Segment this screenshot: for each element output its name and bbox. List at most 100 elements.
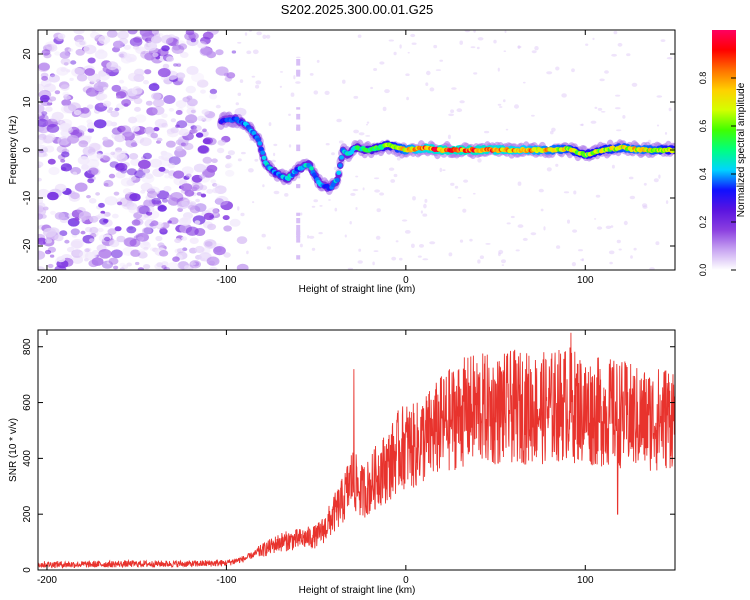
- noise-speck: [616, 239, 621, 244]
- noise-speck: [271, 159, 276, 163]
- noise-blob: [61, 104, 73, 114]
- noise-blob: [150, 220, 159, 226]
- spectrogram-y-tick-label: 10: [22, 96, 33, 108]
- noise-speck: [567, 219, 570, 224]
- noise-blob: [103, 182, 109, 187]
- noise-speck: [656, 124, 660, 127]
- noise-speck: [546, 71, 553, 75]
- noise-blob: [60, 159, 66, 163]
- noise-blob: [146, 206, 155, 213]
- noise-speck: [411, 243, 415, 248]
- noise-blob: [145, 173, 154, 180]
- noise-blob: [223, 252, 231, 258]
- noise-speck: [366, 121, 370, 124]
- noise-speck: [605, 225, 612, 229]
- noise-blob: [38, 104, 45, 114]
- noise-blob: [71, 238, 84, 249]
- noise-blob: [47, 191, 59, 201]
- noise-speck: [246, 50, 252, 55]
- noise-speck: [248, 168, 254, 173]
- noise-speck: [407, 51, 410, 54]
- noise-blob: [128, 175, 137, 181]
- noise-speck: [515, 249, 520, 252]
- noise-speck: [435, 69, 441, 71]
- noise-blob: [213, 246, 226, 256]
- noise-speck: [531, 114, 535, 117]
- noise-speck: [592, 37, 595, 41]
- noise-speck: [610, 225, 614, 228]
- noise-blob: [154, 118, 168, 128]
- noise-blob: [86, 122, 96, 129]
- noise-speck: [501, 259, 506, 264]
- noise-blob: [38, 237, 47, 245]
- noise-speck: [655, 241, 660, 246]
- noise-blob: [173, 170, 185, 179]
- noise-speck: [372, 261, 375, 266]
- noise-blob: [57, 33, 66, 40]
- noise-speck: [609, 261, 613, 265]
- noise-blob: [49, 254, 55, 258]
- noise-blob: [86, 135, 92, 140]
- colorbar-tick-label: 0.2: [698, 216, 708, 229]
- noise-speck: [470, 46, 476, 49]
- snr-x-tick-label: -100: [216, 575, 236, 586]
- noise-blob: [86, 119, 93, 124]
- noise-blob: [68, 48, 74, 53]
- noise-blob: [151, 35, 162, 44]
- noise-blob: [185, 173, 192, 178]
- noise-speck: [374, 177, 380, 180]
- noise-blob: [70, 192, 80, 200]
- noise-speck: [561, 93, 567, 98]
- noise-blob: [99, 218, 108, 225]
- noise-blob: [89, 226, 99, 234]
- noise-blob: [48, 99, 53, 103]
- noise-blob: [189, 205, 201, 214]
- noise-speck: [273, 190, 280, 195]
- noise-speck: [379, 192, 385, 196]
- noise-speck: [262, 34, 267, 39]
- snr-panel: -200 -100 0 100 0 200 400 600 800 Height of stra…: [8, 329, 676, 596]
- noise-blob: [56, 66, 69, 76]
- spectrogram-x-tick-label: 0: [403, 275, 409, 286]
- noise-blob: [88, 142, 101, 152]
- noise-blob: [91, 168, 101, 176]
- noise-speck: [448, 252, 453, 257]
- noise-speck: [543, 226, 546, 231]
- noise-speck: [530, 232, 537, 236]
- noise-speck: [628, 176, 634, 180]
- noise-blob: [150, 132, 158, 139]
- noise-blob: [90, 233, 97, 238]
- noise-speck: [293, 75, 296, 80]
- noise-speck: [454, 185, 459, 189]
- noise-speck: [284, 193, 289, 197]
- noise-blob: [112, 40, 124, 49]
- noise-speck: [505, 128, 509, 131]
- noise-blob: [194, 245, 205, 254]
- noise-blob: [102, 136, 109, 142]
- noise-speck: [235, 102, 239, 106]
- noise-speck: [594, 106, 598, 109]
- noise-blob: [50, 115, 60, 122]
- noise-speck: [333, 166, 339, 171]
- noise-blob: [152, 200, 161, 206]
- noise-speck: [429, 241, 436, 245]
- noise-speck: [288, 144, 292, 148]
- noise-blob: [175, 62, 182, 67]
- noise-speck: [497, 103, 502, 106]
- noise-blob: [137, 267, 145, 270]
- noise-speck: [296, 69, 301, 75]
- noise-blob: [72, 249, 83, 257]
- ridge-core: [260, 150, 266, 155]
- noise-blob: [215, 104, 221, 109]
- noise-speck: [484, 130, 490, 134]
- noise-speck: [350, 192, 356, 196]
- noise-blob: [146, 107, 158, 116]
- noise-speck: [534, 46, 539, 51]
- noise-speck: [599, 78, 605, 82]
- noise-blob: [226, 72, 236, 79]
- snr-x-label: Height of straight line (km): [299, 585, 416, 596]
- noise-blob: [114, 107, 120, 112]
- noise-blob: [99, 72, 110, 81]
- noise-speck: [578, 249, 583, 252]
